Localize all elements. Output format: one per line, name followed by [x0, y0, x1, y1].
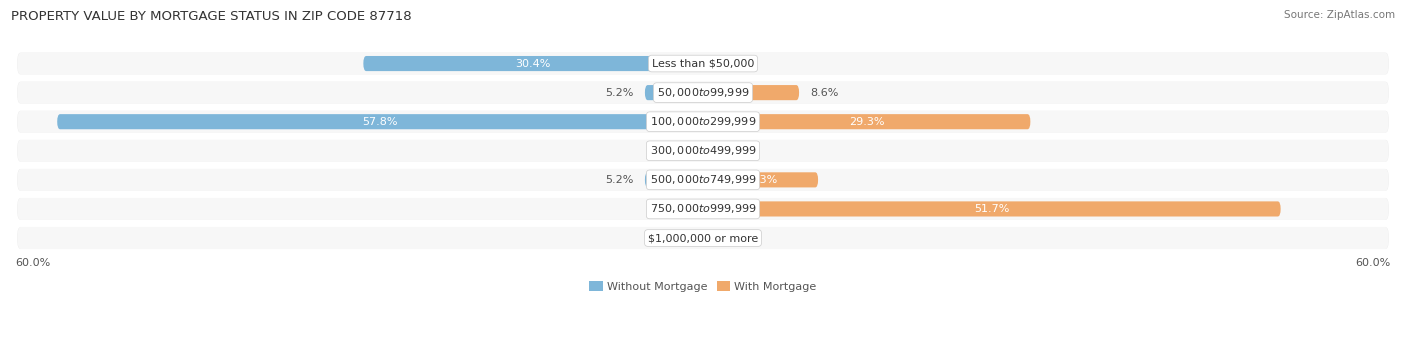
- FancyBboxPatch shape: [17, 227, 1389, 249]
- Text: 57.8%: 57.8%: [363, 117, 398, 127]
- Text: $750,000 to $999,999: $750,000 to $999,999: [650, 202, 756, 216]
- FancyBboxPatch shape: [703, 114, 1031, 129]
- Text: $100,000 to $299,999: $100,000 to $299,999: [650, 115, 756, 128]
- FancyBboxPatch shape: [15, 51, 1391, 76]
- Legend: Without Mortgage, With Mortgage: Without Mortgage, With Mortgage: [589, 281, 817, 292]
- Text: PROPERTY VALUE BY MORTGAGE STATUS IN ZIP CODE 87718: PROPERTY VALUE BY MORTGAGE STATUS IN ZIP…: [11, 10, 412, 23]
- FancyBboxPatch shape: [58, 114, 703, 129]
- Text: 0.0%: 0.0%: [714, 58, 742, 69]
- Text: 5.2%: 5.2%: [606, 175, 634, 185]
- FancyBboxPatch shape: [703, 201, 1281, 217]
- FancyBboxPatch shape: [15, 168, 1391, 192]
- FancyBboxPatch shape: [703, 172, 818, 187]
- FancyBboxPatch shape: [645, 85, 703, 100]
- Text: $300,000 to $499,999: $300,000 to $499,999: [650, 144, 756, 157]
- FancyBboxPatch shape: [17, 52, 1389, 74]
- FancyBboxPatch shape: [15, 80, 1391, 105]
- FancyBboxPatch shape: [17, 82, 1389, 104]
- FancyBboxPatch shape: [645, 172, 703, 187]
- Text: 10.3%: 10.3%: [742, 175, 778, 185]
- FancyBboxPatch shape: [15, 226, 1391, 250]
- FancyBboxPatch shape: [15, 139, 1391, 163]
- Text: Source: ZipAtlas.com: Source: ZipAtlas.com: [1284, 10, 1395, 20]
- Text: $500,000 to $749,999: $500,000 to $749,999: [650, 173, 756, 186]
- Text: 51.7%: 51.7%: [974, 204, 1010, 214]
- FancyBboxPatch shape: [17, 169, 1389, 191]
- Text: 0.0%: 0.0%: [714, 146, 742, 156]
- FancyBboxPatch shape: [363, 56, 703, 71]
- FancyBboxPatch shape: [15, 109, 1391, 134]
- Text: 1.5%: 1.5%: [647, 146, 675, 156]
- Text: $1,000,000 or more: $1,000,000 or more: [648, 233, 758, 243]
- Text: 8.6%: 8.6%: [810, 88, 838, 98]
- FancyBboxPatch shape: [17, 110, 1389, 133]
- FancyBboxPatch shape: [703, 85, 799, 100]
- Text: 29.3%: 29.3%: [849, 117, 884, 127]
- FancyBboxPatch shape: [17, 198, 1389, 220]
- Text: 0.0%: 0.0%: [664, 233, 692, 243]
- Text: 0.0%: 0.0%: [664, 204, 692, 214]
- Text: 30.4%: 30.4%: [516, 58, 551, 69]
- FancyBboxPatch shape: [15, 197, 1391, 221]
- Text: 0.0%: 0.0%: [714, 233, 742, 243]
- FancyBboxPatch shape: [686, 143, 703, 158]
- Text: $50,000 to $99,999: $50,000 to $99,999: [657, 86, 749, 99]
- FancyBboxPatch shape: [17, 140, 1389, 162]
- Text: Less than $50,000: Less than $50,000: [652, 58, 754, 69]
- Text: 5.2%: 5.2%: [606, 88, 634, 98]
